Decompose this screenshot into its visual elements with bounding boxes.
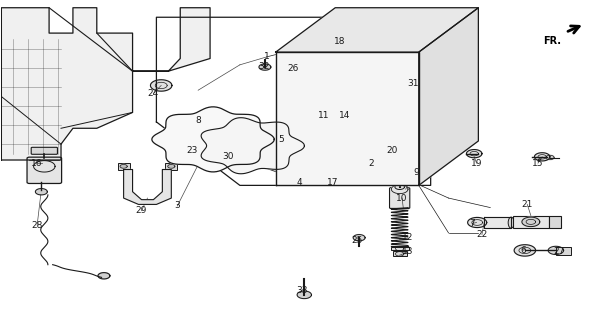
Polygon shape <box>276 52 419 185</box>
Polygon shape <box>123 170 171 204</box>
Polygon shape <box>468 217 487 228</box>
Polygon shape <box>276 8 479 52</box>
Text: 18: 18 <box>334 36 345 45</box>
Polygon shape <box>514 245 536 256</box>
Bar <box>391 247 409 251</box>
Text: 14: 14 <box>338 111 350 120</box>
Polygon shape <box>391 185 408 194</box>
Text: 22: 22 <box>476 230 488 239</box>
Polygon shape <box>276 142 286 146</box>
Text: 26: 26 <box>288 63 300 73</box>
Polygon shape <box>260 147 270 153</box>
Polygon shape <box>522 217 540 227</box>
Polygon shape <box>259 64 271 70</box>
Text: 17: 17 <box>327 178 338 187</box>
Text: 28: 28 <box>32 220 43 229</box>
Bar <box>165 163 177 170</box>
Bar <box>513 215 549 228</box>
Text: 25: 25 <box>352 236 363 245</box>
Text: 2: 2 <box>368 159 374 168</box>
Polygon shape <box>225 149 237 155</box>
Polygon shape <box>376 103 385 108</box>
Polygon shape <box>376 129 385 134</box>
Text: 32: 32 <box>258 62 270 71</box>
Polygon shape <box>288 65 300 71</box>
Polygon shape <box>328 117 345 126</box>
Text: 11: 11 <box>317 111 329 120</box>
Polygon shape <box>546 155 554 160</box>
Text: 24: 24 <box>148 89 159 98</box>
Polygon shape <box>302 162 313 168</box>
Polygon shape <box>395 184 404 189</box>
Polygon shape <box>295 143 307 149</box>
Text: 8: 8 <box>195 116 201 125</box>
Text: 10: 10 <box>397 194 408 203</box>
Polygon shape <box>286 169 297 173</box>
Text: 29: 29 <box>136 206 147 215</box>
Polygon shape <box>168 164 175 168</box>
Text: 27: 27 <box>553 247 564 257</box>
Polygon shape <box>291 129 301 134</box>
Text: 1: 1 <box>264 52 270 61</box>
Text: FR.: FR. <box>543 36 561 46</box>
Text: 20: 20 <box>386 146 398 155</box>
Text: 12: 12 <box>403 233 414 242</box>
Polygon shape <box>150 80 172 91</box>
Polygon shape <box>280 154 292 161</box>
FancyBboxPatch shape <box>389 188 410 209</box>
Text: 9: 9 <box>413 168 419 177</box>
Text: 16: 16 <box>31 159 43 168</box>
Polygon shape <box>200 110 211 116</box>
Polygon shape <box>297 291 311 299</box>
Polygon shape <box>258 157 265 163</box>
Text: 19: 19 <box>471 159 482 168</box>
Polygon shape <box>419 8 479 185</box>
Polygon shape <box>1 8 210 160</box>
Text: 33: 33 <box>297 285 308 295</box>
Ellipse shape <box>508 217 514 228</box>
Polygon shape <box>98 273 110 279</box>
Polygon shape <box>410 81 422 87</box>
FancyBboxPatch shape <box>31 147 58 154</box>
Polygon shape <box>334 49 346 55</box>
Text: 13: 13 <box>403 247 414 257</box>
Polygon shape <box>120 164 127 168</box>
Text: 23: 23 <box>186 146 198 155</box>
Polygon shape <box>485 217 511 228</box>
Text: 30: 30 <box>222 152 234 161</box>
Text: 6: 6 <box>520 246 526 255</box>
Polygon shape <box>35 188 47 195</box>
Text: 15: 15 <box>533 159 544 168</box>
Text: 21: 21 <box>522 200 533 209</box>
Polygon shape <box>353 235 365 241</box>
Polygon shape <box>334 90 343 95</box>
Polygon shape <box>264 145 309 170</box>
Polygon shape <box>152 107 274 172</box>
Polygon shape <box>192 138 211 148</box>
Bar <box>556 247 571 255</box>
Polygon shape <box>307 152 315 157</box>
Polygon shape <box>341 34 353 41</box>
Text: 5: 5 <box>279 135 285 144</box>
Bar <box>117 163 129 170</box>
Text: 7: 7 <box>470 219 475 228</box>
Bar <box>392 252 407 256</box>
Polygon shape <box>291 103 301 108</box>
Text: 4: 4 <box>297 178 302 187</box>
FancyBboxPatch shape <box>27 157 62 183</box>
Polygon shape <box>334 142 343 147</box>
Text: 3: 3 <box>174 202 180 211</box>
Polygon shape <box>201 118 304 174</box>
Polygon shape <box>534 153 550 161</box>
Polygon shape <box>548 246 564 254</box>
Text: 31: 31 <box>407 79 419 88</box>
Bar <box>549 215 561 228</box>
Polygon shape <box>266 166 278 172</box>
Polygon shape <box>335 43 347 49</box>
Polygon shape <box>282 89 395 149</box>
Polygon shape <box>467 149 482 158</box>
Polygon shape <box>305 115 324 125</box>
